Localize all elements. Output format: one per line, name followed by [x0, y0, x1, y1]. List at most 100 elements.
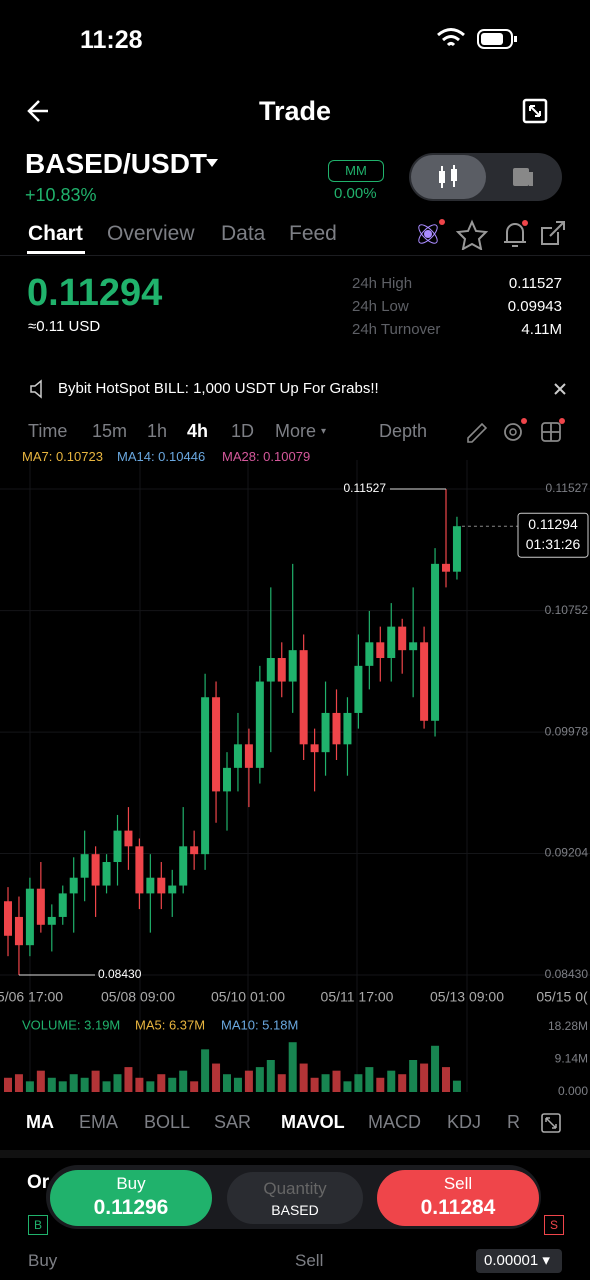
- interval[interactable]: Depth: [379, 421, 428, 441]
- volume-legend: MA5: 6.37M: [135, 1017, 205, 1032]
- volume-bar: [431, 1045, 440, 1092]
- volume-bar: [201, 1049, 210, 1092]
- interval[interactable]: Time: [28, 421, 68, 441]
- volume-bar: [288, 1042, 297, 1092]
- y-tick-label: 0.10752: [545, 603, 589, 617]
- candle-body: [244, 744, 253, 768]
- interval[interactable]: 1D: [231, 421, 255, 441]
- indicator[interactable]: MAVOL: [281, 1112, 345, 1132]
- candle-body: [168, 885, 177, 894]
- volume-bar: [146, 1081, 155, 1092]
- interval[interactable]: 1h: [147, 421, 168, 441]
- indicator[interactable]: R: [507, 1112, 520, 1132]
- clock: 11:28: [80, 26, 143, 54]
- volume-bar: [124, 1067, 133, 1092]
- sell-button[interactable]: Sell 0.11284: [377, 1170, 539, 1226]
- indicator[interactable]: MA: [26, 1112, 54, 1132]
- buy-price: 0.11296: [93, 1196, 169, 1219]
- candle-body: [387, 626, 396, 659]
- candle-body: [157, 877, 166, 894]
- candle-body: [190, 846, 199, 855]
- volume-bar: [179, 1070, 188, 1092]
- y-tick-label: 18.28M: [548, 1019, 588, 1033]
- tab[interactable]: Data: [221, 222, 266, 245]
- indicator[interactable]: EMA: [79, 1112, 119, 1132]
- candle-body: [223, 767, 231, 792]
- candle-body: [365, 642, 374, 666]
- volume-bar: [442, 1067, 450, 1092]
- x-tick-label: 05/10 01:00: [211, 989, 285, 1005]
- candle-body: [25, 888, 34, 946]
- high-label: 0.11527: [344, 481, 387, 495]
- step-select[interactable]: 0.00001 ▾: [476, 1249, 562, 1273]
- y-tick-label: 0.08430: [545, 967, 589, 981]
- dropdown-icon[interactable]: [205, 158, 219, 168]
- candle-body: [124, 830, 133, 847]
- price-tag-value: 0.11294: [528, 516, 578, 532]
- tab[interactable]: Feed: [289, 222, 337, 245]
- sell-price: 0.11284: [420, 1196, 496, 1219]
- status-icons: [437, 28, 517, 49]
- volume-bar: [113, 1074, 122, 1092]
- volume-bar: [69, 1074, 78, 1092]
- volume-bar: [80, 1077, 89, 1092]
- candle-body: [299, 650, 308, 745]
- quantity-field[interactable]: Quantity BASED: [227, 1172, 363, 1224]
- banner-text[interactable]: Bybit HotSpot BILL: 1,000 USDT Up For Gr…: [58, 380, 379, 397]
- indicator[interactable]: KDJ: [447, 1112, 482, 1132]
- volume-bar: [244, 1070, 253, 1092]
- volume-bar: [102, 1081, 111, 1092]
- interval[interactable]: 15m: [92, 421, 128, 441]
- x-tick-label: 05/13 09:00: [430, 989, 504, 1005]
- toggle-active[interactable]: [411, 155, 486, 199]
- candle-body: [452, 526, 461, 572]
- y-tick-label: 0.11527: [546, 481, 589, 495]
- pair-symbol[interactable]: BASED/USDT: [25, 148, 208, 179]
- candle-body: [354, 665, 363, 713]
- buy-button[interactable]: Buy 0.11296: [50, 1170, 212, 1226]
- close-banner[interactable]: [553, 382, 567, 396]
- interval[interactable]: 4h: [187, 421, 209, 441]
- candle-body: [409, 642, 418, 651]
- volume-bar: [299, 1063, 308, 1092]
- candle-body: [113, 830, 122, 863]
- y-tick-label: 0.000: [558, 1084, 588, 1098]
- indicator[interactable]: MACD: [368, 1112, 421, 1132]
- ma-label: MA14: 0.10446: [117, 449, 206, 464]
- mm-badge: MM: [328, 160, 384, 182]
- candle-body: [321, 712, 330, 753]
- ma-label: MA28: 0.10079: [222, 449, 311, 464]
- candle-body: [442, 563, 450, 572]
- y-tick-label: 0.09204: [545, 846, 589, 860]
- pair-change: +10.83%: [25, 185, 97, 205]
- volume-bar: [387, 1070, 396, 1092]
- interval[interactable]: More: [275, 421, 317, 441]
- indicator-settings[interactable]: [541, 1113, 561, 1133]
- volume-bar: [168, 1077, 177, 1092]
- tab[interactable]: Overview: [107, 222, 195, 245]
- candle-body: [91, 854, 100, 886]
- volume-bar: [58, 1081, 67, 1092]
- candle-body: [135, 846, 144, 894]
- candle-body: [179, 846, 188, 886]
- indicator[interactable]: BOLL: [144, 1112, 191, 1132]
- candle-body: [332, 712, 341, 745]
- tab[interactable]: Chart: [28, 222, 83, 245]
- volume-bar: [255, 1067, 264, 1092]
- volume-bar: [190, 1081, 199, 1092]
- volume-bar: [420, 1063, 429, 1092]
- volume-bar: [47, 1077, 56, 1092]
- order-tab[interactable]: Or: [27, 1172, 50, 1193]
- last-price: 0.11294: [27, 272, 163, 314]
- back-button[interactable]: [26, 98, 52, 124]
- candle-body: [310, 744, 319, 753]
- candle-body: [69, 877, 78, 894]
- volume-bar: [365, 1067, 374, 1092]
- candle-body: [47, 916, 56, 925]
- indicator[interactable]: SAR: [214, 1112, 252, 1132]
- expand-button[interactable]: [522, 98, 548, 124]
- buy-badge: B: [28, 1215, 48, 1235]
- volume-bar: [14, 1074, 23, 1092]
- x-tick-label: 05/11 17:00: [321, 989, 394, 1005]
